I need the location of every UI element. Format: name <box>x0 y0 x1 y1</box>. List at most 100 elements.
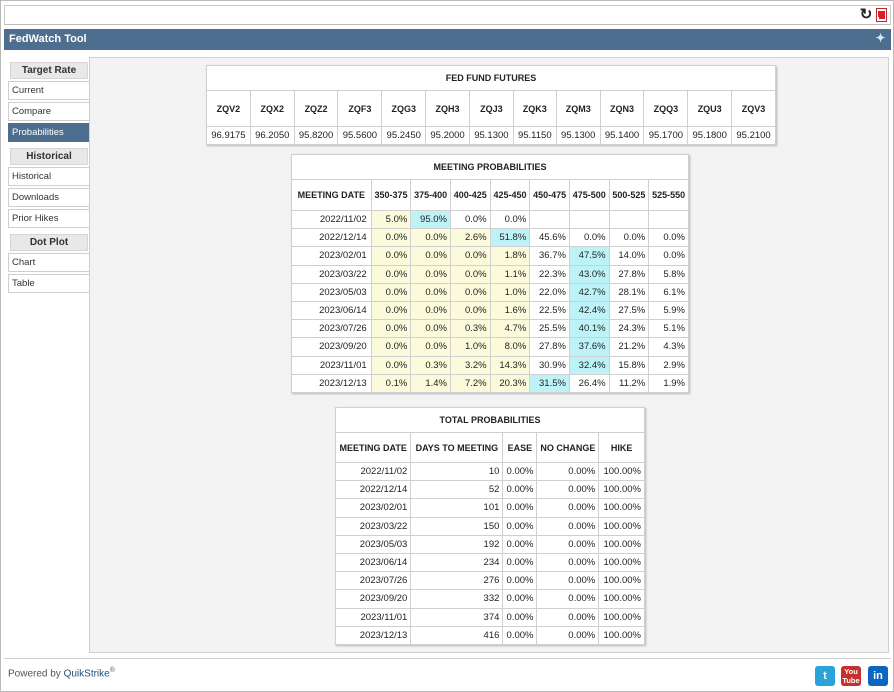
totals-cell: 0.00% <box>502 607 538 627</box>
totals-cell: 0.00% <box>502 516 538 536</box>
totals-header: NO CHANGE <box>536 432 600 463</box>
meeting-date: 2023/07/26 <box>291 319 372 339</box>
futures-value: 95.2450 <box>381 126 427 145</box>
futures-value: 95.1300 <box>468 126 514 145</box>
table-row: 2022/11/02 5.0% 95.0% 0.0% 0.0% <box>291 209 689 230</box>
meeting-date: 2023/11/01 <box>291 355 372 375</box>
probability-cell: 0.0% <box>370 282 412 302</box>
table-row: 2023/05/03 192 0.00% 0.00% 100.00% <box>334 534 645 554</box>
probability-cell: 27.8% <box>608 264 650 284</box>
sidebar-item-current[interactable]: Current <box>8 81 90 100</box>
meeting-date: 2022/11/02 <box>291 209 372 230</box>
probability-cell: 0.0% <box>370 228 412 248</box>
table-row: 2023/07/26 276 0.00% 0.00% 100.00% <box>334 571 645 591</box>
probability-cell: 0.0% <box>410 228 451 248</box>
probability-cell: 5.1% <box>648 319 689 339</box>
fed-fund-futures-table: FED FUND FUTURES ZQV2 ZQX2 ZQZ2 ZQF3 ZQG3 ZQH… <box>206 65 776 145</box>
main-content: FED FUND FUTURES ZQV2 ZQX2 ZQZ2 ZQF3 ZQG3 ZQH… <box>89 57 889 653</box>
futures-header: ZQU3 <box>687 90 733 127</box>
table-row: 2023/02/01 101 0.00% 0.00% 100.00% <box>334 498 645 518</box>
futures-header: ZQG3 <box>381 90 427 127</box>
totals-cell: 100.00% <box>598 534 645 554</box>
meeting-date: 2023/02/01 <box>291 246 372 266</box>
table-row: 2023/03/22 150 0.00% 0.00% 100.00% <box>334 516 645 536</box>
sidebar-item-downloads[interactable]: Downloads <box>8 188 90 207</box>
futures-header: ZQF3 <box>337 90 383 127</box>
probability-cell: 15.8% <box>608 355 650 375</box>
sidebar-item-historical[interactable]: Historical <box>8 167 90 186</box>
probability-cell: 0.0% <box>410 282 451 302</box>
quikstrike-link[interactable]: QuikStrike <box>63 668 110 680</box>
probability-cell: 0.0% <box>449 300 491 321</box>
meeting-date: 2023/03/22 <box>291 264 372 284</box>
sidebar-item-prior-hikes[interactable]: Prior Hikes <box>8 209 90 228</box>
meeting-probabilities-table: MEETING PROBABILITIES MEETING DATE 350-37… <box>291 154 689 393</box>
probability-cell: 2.6% <box>449 228 491 248</box>
probability-cell <box>608 209 650 230</box>
totals-cell: 10 <box>410 461 504 482</box>
totals-cell: 0.00% <box>536 571 600 591</box>
totals-cell: 100.00% <box>598 552 645 573</box>
totals-cell: 0.00% <box>502 589 538 609</box>
sidebar-item-compare[interactable]: Compare <box>8 102 90 121</box>
twitter-icon[interactable]: t <box>815 666 835 686</box>
futures-header: ZQN3 <box>599 90 645 127</box>
totals-cell: 0.00% <box>502 571 538 591</box>
probability-cell: 27.8% <box>529 337 570 357</box>
probability-cell: 0.0% <box>410 319 451 339</box>
probability-cell: 37.6% <box>568 337 610 357</box>
reload-icon[interactable]: ↻ <box>859 6 873 23</box>
pdf-icon[interactable] <box>876 8 887 22</box>
meeting-header: 525-550 <box>648 179 689 211</box>
futures-value: 96.9175 <box>206 126 251 145</box>
linkedin-icon[interactable]: in <box>868 666 888 686</box>
probability-cell: 1.0% <box>449 337 491 357</box>
futures-value: 95.8200 <box>293 126 339 145</box>
probability-cell: 95.0% <box>410 209 451 230</box>
sidebar-item-chart[interactable]: Chart <box>8 253 90 272</box>
totals-cell: 52 <box>410 480 504 500</box>
totals-cell: 2023/06/14 <box>334 552 412 573</box>
totals-cell: 0.00% <box>502 552 538 573</box>
futures-value: 95.1800 <box>687 126 733 145</box>
probability-cell: 26.4% <box>568 373 610 393</box>
probability-cell: 27.5% <box>608 300 650 321</box>
table-row: 2023/11/01 374 0.00% 0.00% 100.00% <box>334 607 645 627</box>
twitter-icon[interactable]: ✦ <box>875 31 886 45</box>
sidebar-item-probabilities[interactable]: Probabilities <box>8 123 90 142</box>
table-row: 2023/12/13 416 0.00% 0.00% 100.00% <box>334 625 645 645</box>
probability-cell: 0.0% <box>370 319 412 339</box>
youtube-icon[interactable]: You Tube <box>841 666 861 686</box>
futures-value: 96.2050 <box>249 126 295 145</box>
probability-cell: 4.3% <box>648 337 689 357</box>
table-row: 2023/05/03 0.0% 0.0% 0.0% 1.0% 22.0% 42.7% 28.1… <box>291 282 689 302</box>
probability-cell: 1.8% <box>489 246 531 266</box>
app-title: FedWatch Tool <box>9 33 87 45</box>
totals-cell: 100.00% <box>598 461 645 482</box>
totals-cell: 276 <box>410 571 504 591</box>
probability-cell: 31.5% <box>529 373 570 393</box>
totals-cell: 0.00% <box>536 516 600 536</box>
probability-cell: 0.0% <box>370 355 412 375</box>
futures-title: FED FUND FUTURES <box>206 65 776 91</box>
meeting-date: 2023/12/13 <box>291 373 372 393</box>
probability-cell: 4.7% <box>489 319 531 339</box>
table-row: 2023/06/14 234 0.00% 0.00% 100.00% <box>334 552 645 573</box>
probability-cell: 0.0% <box>370 264 412 284</box>
registered-mark: ® <box>109 667 115 674</box>
sidebar-item-table[interactable]: Table <box>8 274 90 293</box>
totals-cell: 0.00% <box>536 552 600 573</box>
totals-cell: 150 <box>410 516 504 536</box>
totals-cell: 2023/05/03 <box>334 534 412 554</box>
totals-cell: 0.00% <box>536 607 600 627</box>
futures-header: ZQH3 <box>425 90 470 127</box>
probability-cell: 40.1% <box>568 319 610 339</box>
totals-cell: 0.00% <box>502 498 538 518</box>
futures-value: 95.2100 <box>731 126 776 145</box>
probability-cell <box>529 209 570 230</box>
totals-cell: 2023/07/26 <box>334 571 412 591</box>
probability-cell <box>648 209 689 230</box>
table-row: 2023/09/20 332 0.00% 0.00% 100.00% <box>334 589 645 609</box>
totals-cell: 100.00% <box>598 516 645 536</box>
